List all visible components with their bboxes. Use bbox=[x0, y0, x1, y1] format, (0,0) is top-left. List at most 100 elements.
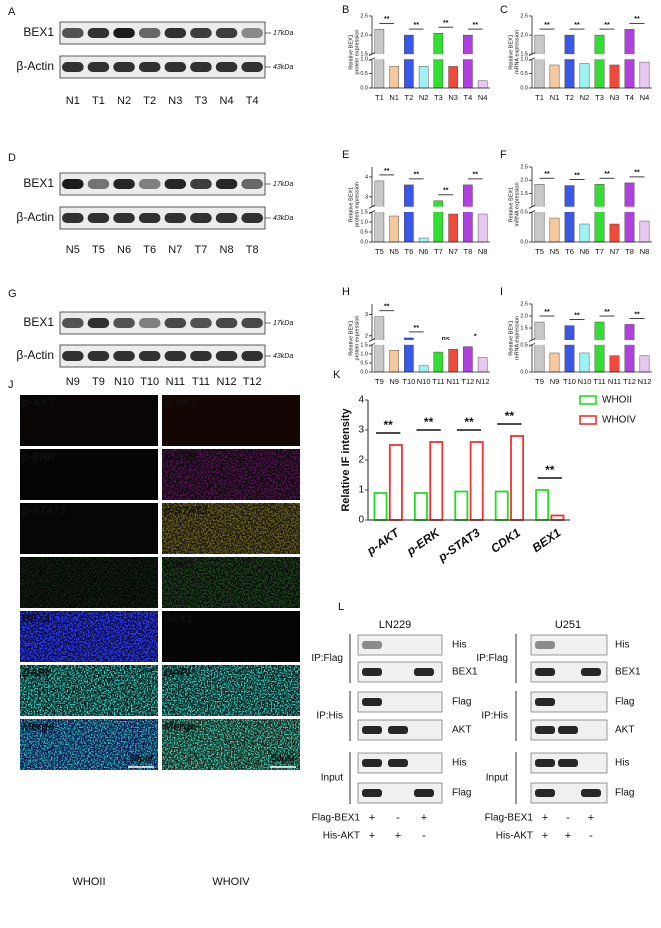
marker-label: 17kDa bbox=[273, 320, 293, 327]
if-column-label: WHOIV bbox=[212, 876, 250, 888]
y-tick-label: 0.0 bbox=[520, 85, 528, 91]
blot-strip bbox=[357, 782, 443, 804]
bar bbox=[639, 355, 650, 373]
x-tick-label: T7 bbox=[595, 247, 604, 256]
blot-band bbox=[164, 179, 187, 189]
blot-band bbox=[362, 698, 382, 706]
panel-label: J bbox=[8, 379, 14, 391]
lane-label: T2 bbox=[143, 95, 156, 107]
x-tick-label: p-STAT3 bbox=[435, 525, 483, 565]
blot-band bbox=[113, 179, 135, 189]
treatment-sign: - bbox=[589, 830, 593, 842]
if-channel-label: CDK1 bbox=[164, 559, 194, 571]
blot-strip bbox=[530, 634, 608, 656]
blot-band bbox=[190, 351, 212, 361]
treatment-sign: + bbox=[542, 830, 548, 842]
bar bbox=[418, 365, 429, 373]
treatment-sign: + bbox=[542, 812, 548, 824]
sig-label: ** bbox=[384, 418, 394, 432]
x-tick-label: T12 bbox=[461, 377, 474, 386]
x-tick-label: T3 bbox=[434, 93, 443, 102]
blot-band bbox=[190, 62, 212, 72]
x-tick-label: N5 bbox=[389, 247, 399, 256]
blot-band bbox=[138, 351, 161, 361]
blot-band bbox=[138, 318, 161, 328]
axis-break-gap bbox=[528, 206, 654, 212]
blot-band bbox=[241, 62, 263, 72]
sig-label: ** bbox=[414, 22, 420, 29]
sig-label: ** bbox=[384, 304, 390, 311]
panel-label: D bbox=[8, 152, 16, 164]
bar bbox=[373, 492, 388, 521]
bar bbox=[550, 514, 565, 521]
x-tick-label: N2 bbox=[419, 93, 429, 102]
bar bbox=[624, 182, 635, 243]
x-tick-label: T10 bbox=[402, 377, 415, 386]
protein-label: Flag bbox=[452, 697, 471, 708]
blot-band bbox=[241, 179, 263, 189]
if-column-label: WHOII bbox=[73, 876, 106, 888]
lane-label: N7 bbox=[168, 244, 182, 256]
protein-label: BEX1 bbox=[452, 667, 478, 678]
y-tick-label: 3 bbox=[365, 312, 368, 318]
treatment-label: Flag-BEX1 bbox=[312, 813, 361, 824]
bar bbox=[510, 435, 525, 521]
if-image bbox=[162, 395, 300, 446]
lane-label: N6 bbox=[117, 244, 131, 256]
group-label: IP:Flag bbox=[476, 653, 508, 664]
x-tick-label: T10 bbox=[563, 377, 576, 386]
marker-label: 43kDa bbox=[273, 353, 293, 360]
y-axis-label: Relative BEX1 bbox=[348, 187, 354, 222]
if-channel-label: p-AKT bbox=[163, 397, 198, 409]
marker-label: 43kDa bbox=[273, 215, 293, 222]
x-tick-label: T9 bbox=[535, 377, 544, 386]
protein-label: β-Actin bbox=[16, 210, 54, 224]
sig-label: ** bbox=[604, 171, 610, 178]
lane-label: N10 bbox=[114, 376, 134, 388]
treatment-sign: + bbox=[369, 812, 375, 824]
scale-bar-label: 50μM bbox=[130, 753, 153, 763]
if-channel-label: CDK1 bbox=[22, 559, 52, 571]
blot-band bbox=[87, 28, 110, 38]
panel-label: L bbox=[338, 601, 344, 613]
blot-strip bbox=[357, 661, 443, 683]
blot-band bbox=[362, 789, 382, 797]
break-mark bbox=[528, 204, 536, 209]
lane-label: N5 bbox=[66, 244, 80, 256]
sig-label: ** bbox=[443, 188, 449, 195]
y-axis-label: Relative IF intensity bbox=[340, 407, 352, 511]
panel-label: E bbox=[342, 149, 349, 161]
x-tick-label: T4 bbox=[463, 93, 472, 102]
treatment-sign: + bbox=[588, 812, 594, 824]
blot-band bbox=[190, 318, 212, 328]
blot-band bbox=[215, 318, 238, 328]
marker-label: 17kDa bbox=[273, 30, 293, 37]
bar bbox=[448, 66, 458, 89]
x-tick-label: CDK1 bbox=[488, 525, 523, 555]
x-tick-label: N3 bbox=[448, 93, 458, 102]
group-label: IP:His bbox=[316, 711, 343, 722]
panel-label: K bbox=[333, 369, 341, 381]
blot-band bbox=[190, 28, 212, 38]
y-tick-label: 1.5 bbox=[360, 342, 368, 348]
blot-band bbox=[138, 62, 161, 72]
blot-band bbox=[215, 62, 238, 72]
legend-label: WHOIV bbox=[602, 415, 636, 426]
y-tick-label: 3 bbox=[365, 194, 368, 200]
treatment-sign: - bbox=[566, 812, 570, 824]
y-tick-label: 1 bbox=[358, 485, 364, 496]
x-tick-label: N12 bbox=[638, 377, 652, 386]
sig-label: ** bbox=[544, 171, 550, 178]
blot-band bbox=[362, 668, 382, 676]
legend-swatch bbox=[579, 415, 597, 425]
sig-label: ** bbox=[414, 325, 420, 332]
break-mark bbox=[528, 338, 536, 342]
bar bbox=[609, 223, 620, 243]
bar bbox=[639, 220, 650, 243]
sig-label: ** bbox=[424, 415, 434, 429]
legend-swatch bbox=[579, 395, 597, 405]
bar bbox=[463, 34, 473, 89]
x-tick-label: T11 bbox=[432, 377, 444, 386]
if-signal bbox=[162, 449, 300, 500]
bar bbox=[534, 34, 545, 89]
